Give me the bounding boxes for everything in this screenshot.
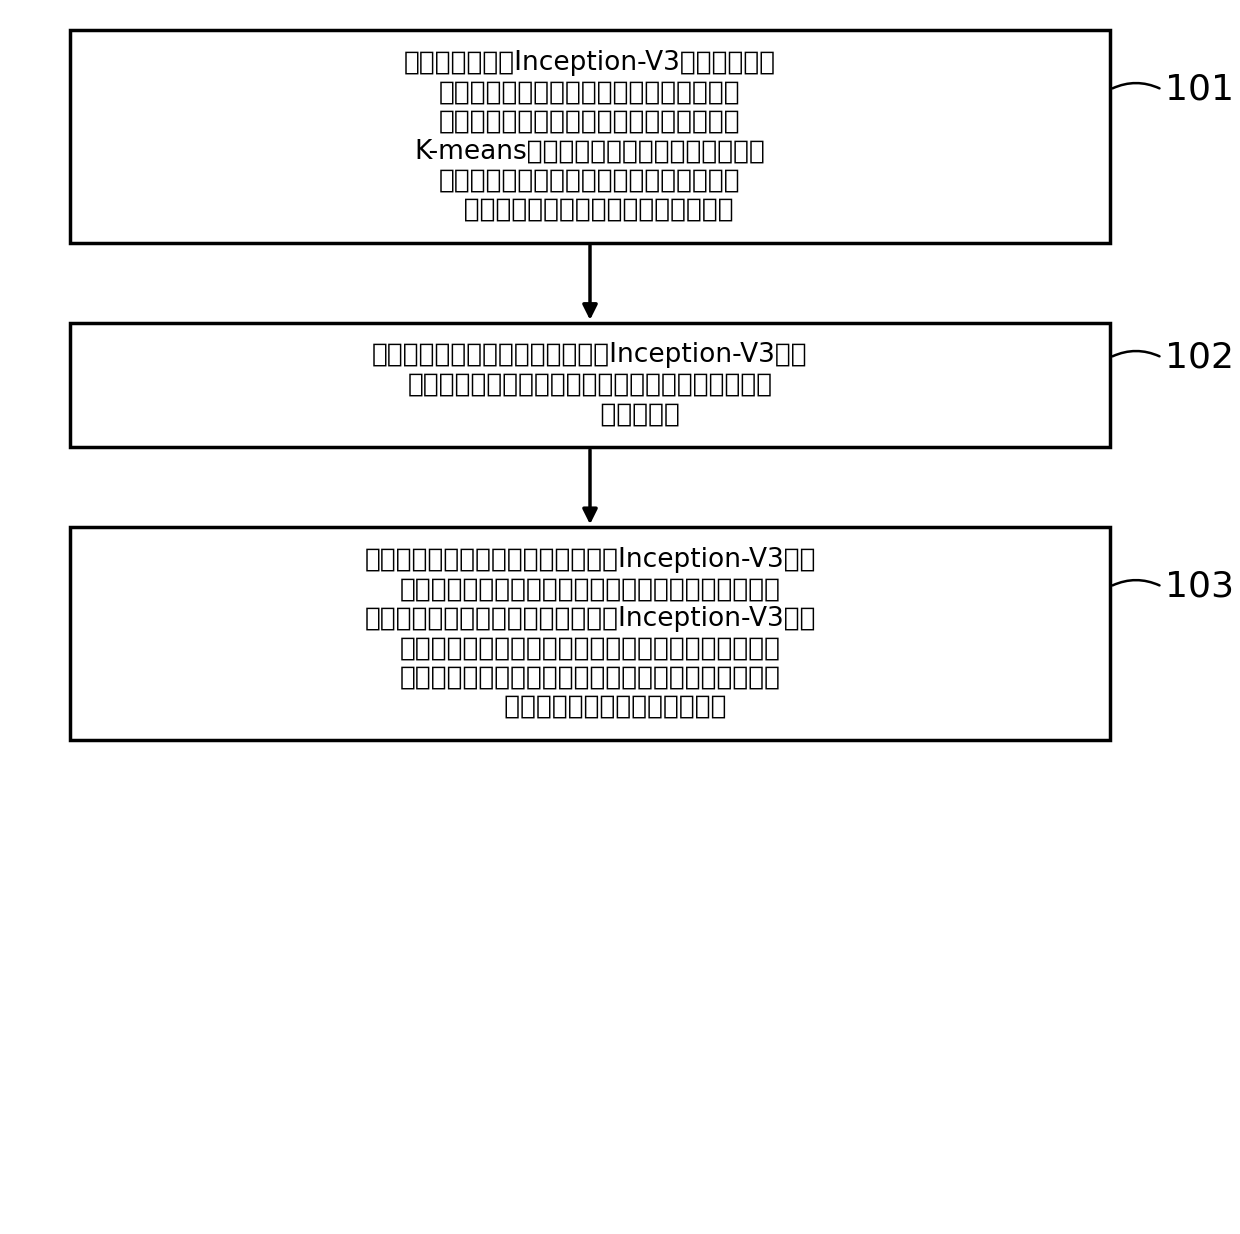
Text: 进行训练并进行第一次微调，这里采用区分微调对源: 进行训练并进行第一次微调，这里采用区分微调对源 (408, 371, 773, 397)
Text: 对源域数据集和目标域数据集的数据分别进: 对源域数据集和目标域数据集的数据分别进 (439, 79, 740, 105)
Text: 采用聚类后保留下来的源域数据对Inception-V3模型: 采用聚类后保留下来的源域数据对Inception-V3模型 (372, 342, 807, 369)
Text: 了注意力机制，提高第二次微调后的Inception-V3模型: 了注意力机制，提高第二次微调后的Inception-V3模型 (365, 606, 816, 632)
Text: 102: 102 (1166, 341, 1234, 374)
Text: 有和目标域数据聚在一个簇的源域数据: 有和目标域数据聚在一个簇的源域数据 (446, 197, 733, 223)
Text: 对于源域数据集中数据的关注度，构成所需的跨领域图: 对于源域数据集中数据的关注度，构成所需的跨领域图 (399, 636, 780, 661)
Text: K-means聚类算法的输入，对目标域数据集: K-means聚类算法的输入，对目标域数据集 (414, 138, 765, 164)
Bar (69, 323, 1110, 447)
Bar (69, 30, 1110, 243)
Text: 进行训练并进行第二次微调，在此次微调的过程中加入: 进行训练并进行第二次微调，在此次微调的过程中加入 (399, 576, 780, 602)
Text: 像分类模型，使得所述跨领域图像分类模型包含更多的: 像分类模型，使得所述跨领域图像分类模型包含更多的 (399, 665, 780, 691)
Text: 目标域数据集中的图像特征信息: 目标域数据集中的图像特征信息 (454, 694, 727, 719)
Text: 域进行微调: 域进行微调 (500, 401, 680, 427)
Bar (69, 527, 1110, 739)
Text: 行图像特征提取，并将图像的特征向量作为: 行图像特征提取，并将图像的特征向量作为 (439, 109, 740, 135)
Text: 和源域数据集的数据进行聚类分析，删掉没: 和源域数据集的数据进行聚类分析，删掉没 (439, 168, 740, 194)
Text: 103: 103 (1166, 570, 1234, 603)
Text: 采用预训练好的Inception-V3模型的卷积层: 采用预训练好的Inception-V3模型的卷积层 (404, 49, 776, 75)
Text: 采用目标域数据集对第一次微调后的Inception-V3模型: 采用目标域数据集对第一次微调后的Inception-V3模型 (365, 547, 816, 573)
Text: 101: 101 (1166, 73, 1234, 106)
